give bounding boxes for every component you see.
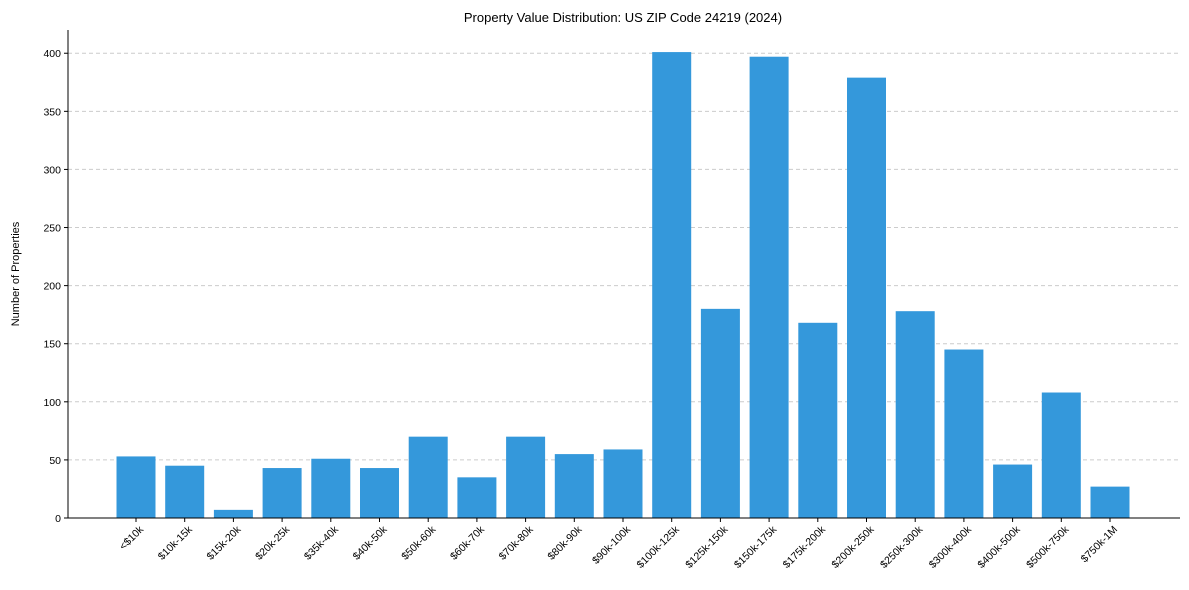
x-tick-label: $400k-500k — [975, 523, 1023, 571]
x-tick-label: $50k-60k — [399, 523, 439, 563]
x-tick-label: $20k-25k — [253, 523, 293, 563]
bar — [993, 464, 1033, 518]
y-tick-label: 300 — [43, 164, 61, 176]
bar — [213, 509, 253, 518]
bar — [847, 77, 886, 518]
x-tick-label: $10k-15k — [156, 523, 196, 563]
axes — [67, 30, 1180, 519]
x-tick-label: $500k-750k — [1024, 523, 1072, 571]
bar — [262, 468, 302, 518]
y-tick-label: 350 — [43, 106, 61, 118]
bar — [749, 56, 789, 518]
chart-title: Property Value Distribution: US ZIP Code… — [464, 10, 782, 25]
x-tick-label: $70k-80k — [497, 523, 537, 563]
y-tick-label: 0 — [55, 513, 61, 525]
bar — [554, 454, 594, 518]
bar — [1090, 486, 1130, 518]
x-tick-label: $150k-175k — [732, 523, 780, 571]
x-tick-label: $300k-400k — [927, 523, 975, 571]
x-tick-label: $250k-300k — [878, 523, 926, 571]
y-ticks: 0 50 100 150 200 250 300 350 400 — [43, 48, 68, 525]
bar — [311, 458, 351, 518]
bar — [895, 311, 935, 518]
x-tick-label: <$10k — [117, 523, 146, 552]
bar — [506, 436, 546, 518]
x-tick-label: $750k-1M — [1079, 524, 1121, 566]
x-tick-label: $90k-100k — [590, 523, 634, 567]
bar — [408, 436, 448, 518]
bar — [360, 468, 399, 518]
bars — [116, 52, 1130, 518]
y-axis-label: Number of Properties — [10, 221, 22, 326]
x-ticks: <$10k $10k-15k $15k-20k $20k-25k $35k-40k $40… — [117, 518, 1120, 571]
bar — [798, 322, 838, 518]
y-tick-label: 150 — [43, 339, 61, 351]
bar — [1041, 392, 1081, 518]
bar — [603, 449, 643, 518]
x-tick-label: $80k-90k — [545, 523, 585, 563]
gridlines — [68, 52, 1180, 461]
y-tick-label: 400 — [43, 48, 61, 60]
x-tick-label: $35k-40k — [302, 523, 342, 563]
x-tick-label: $60k-70k — [448, 523, 488, 563]
y-tick-label: 50 — [49, 455, 61, 467]
bar — [700, 308, 740, 518]
bar — [457, 477, 497, 518]
x-tick-label: $40k-50k — [351, 523, 391, 563]
bar — [116, 456, 156, 518]
bar — [165, 465, 205, 518]
y-tick-label: 250 — [43, 223, 61, 235]
bar — [944, 349, 984, 518]
x-tick-label: $100k-125k — [635, 523, 683, 571]
y-tick-label: 200 — [43, 281, 61, 293]
bar — [652, 52, 692, 518]
x-tick-label: $15k-20k — [204, 523, 244, 563]
x-tick-label: $125k-150k — [683, 523, 731, 571]
x-tick-label: $200k-250k — [829, 523, 877, 571]
y-tick-label: 100 — [43, 397, 61, 409]
x-tick-label: $175k-200k — [781, 523, 829, 571]
